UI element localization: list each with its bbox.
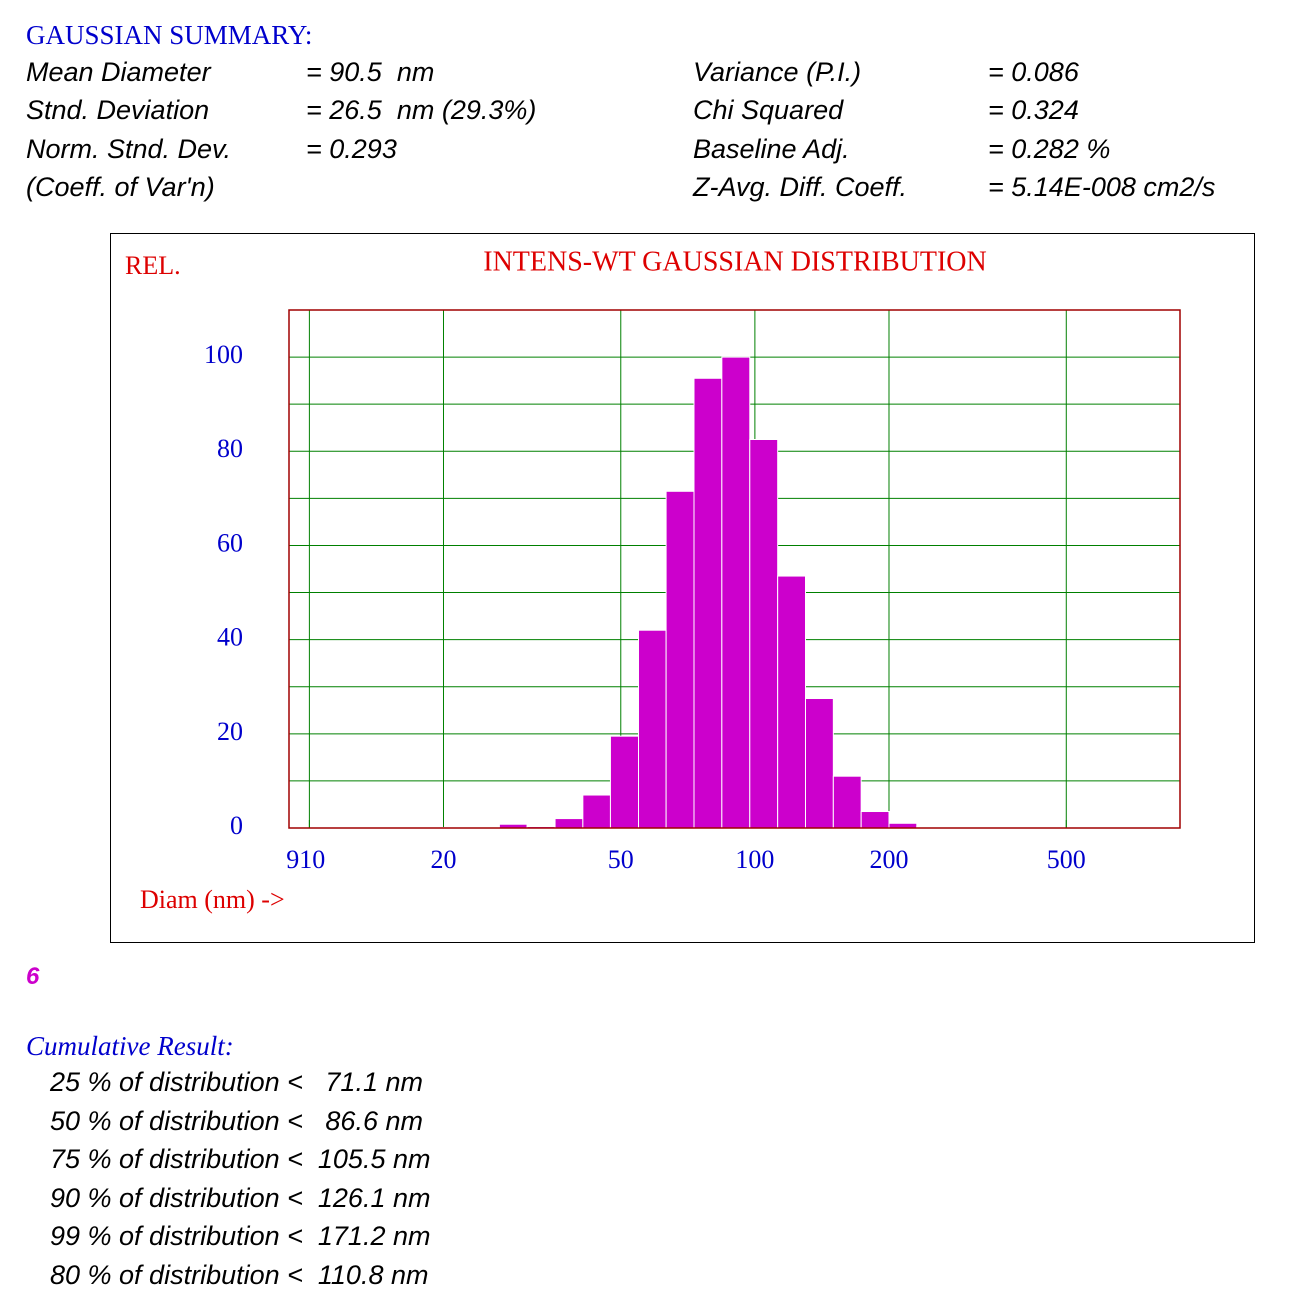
summary-value: = 0.324	[988, 95, 1079, 125]
cumulative-row: 25 % of distribution < 71.1 nm	[50, 1067, 423, 1097]
bar	[860, 811, 890, 829]
summary-title: GAUSSIAN SUMMARY:	[26, 20, 313, 50]
summary-value: = 0.282 %	[988, 134, 1111, 164]
summary-value: = 90.5 nm	[306, 57, 435, 87]
x-tick-label: 9	[286, 845, 299, 874]
x-tick-label: 100	[735, 845, 774, 874]
plot-frame	[288, 309, 1181, 829]
chart-title: INTENS-WT GAUSSIAN DISTRIBUTION	[483, 246, 986, 277]
cumulative-row: 90 % of distribution < 126.1 nm	[50, 1182, 431, 1213]
x-tick-label: 200	[869, 845, 908, 874]
summary-value: = 26.5 nm (29.3%)	[306, 95, 537, 125]
x-tick-label: 50	[608, 845, 634, 874]
marker: 6	[26, 963, 40, 990]
summary-label: Baseline Adj.	[693, 134, 850, 164]
x-tick-label: 500	[1047, 845, 1086, 874]
y-tick-label: 60	[217, 528, 243, 557]
cumulative-row: 75 % of distribution < 105.5 nm	[50, 1144, 431, 1175]
bar	[721, 356, 751, 829]
summary-label: Chi Squared	[693, 95, 844, 125]
bar	[777, 575, 806, 829]
bar	[804, 698, 834, 829]
cumulative-row: 50 % of distribution < 86.6 nm	[50, 1105, 423, 1136]
bar	[749, 439, 779, 829]
summary-label: Variance (P.I.)	[693, 57, 862, 87]
bar	[582, 794, 611, 829]
y-tick-label: 20	[217, 717, 243, 746]
cumulative-row: 99 % of distribution < 171.2 nm	[50, 1221, 431, 1252]
cumulative-title: Cumulative Result:	[26, 1031, 234, 1061]
summary-value: = 0.293	[306, 134, 397, 164]
y-axis-label: REL.	[125, 251, 181, 280]
bar	[832, 775, 862, 829]
x-tick-label: 20	[430, 845, 456, 874]
y-tick-label: 100	[204, 340, 243, 369]
bar	[554, 818, 584, 829]
x-axis-label: Diam (nm) ->	[140, 885, 285, 914]
x-tick-label: 10	[299, 845, 325, 874]
cumulative-row: 80 % of distribution < 110.8 nm	[50, 1260, 429, 1290]
y-tick-label: 0	[230, 811, 243, 840]
summary-label: Stnd. Deviation	[26, 95, 210, 125]
chart: REL. INTENS-WT GAUSSIAN DISTRIBUTION Dia…	[110, 233, 1255, 943]
summary-label: Z-Avg. Diff. Coeff.	[693, 172, 908, 202]
summary-label: (Coeff. of Var'n)	[26, 172, 215, 202]
chart-frame	[110, 233, 1255, 943]
y-tick-label: 40	[217, 623, 243, 652]
y-tick-label: 80	[217, 434, 243, 463]
summary-value: = 5.14E-008 cm2/s	[988, 172, 1216, 202]
bar	[693, 377, 723, 829]
summary-label: Norm. Stnd. Dev.	[26, 134, 232, 164]
bar	[638, 629, 667, 829]
bar	[609, 735, 640, 829]
bar	[665, 490, 695, 829]
summary-label: Mean Diameter	[26, 57, 211, 87]
summary-value: = 0.086	[988, 57, 1079, 87]
